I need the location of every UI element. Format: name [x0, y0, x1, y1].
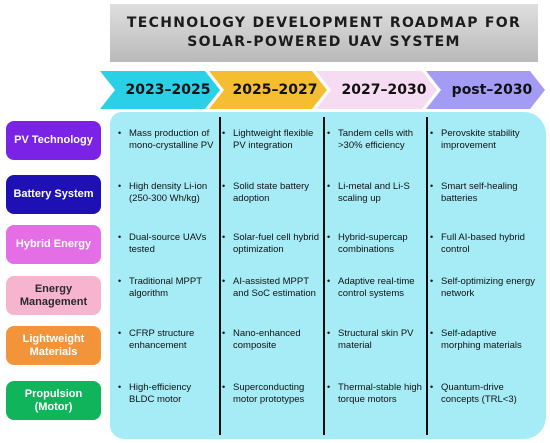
- roadmap-cell: • Mass production of mono-crystalline PV: [118, 128, 218, 151]
- bullet-icon: •: [222, 328, 226, 338]
- bullet-icon: •: [430, 232, 434, 242]
- bullet-icon: •: [327, 382, 331, 392]
- row-label-lightweight-materials: Lightweight Materials: [6, 326, 101, 365]
- bullet-icon: •: [118, 181, 122, 191]
- roadmap-cell: • Adaptive real-time control systems: [327, 276, 424, 299]
- roadmap-cell: • Quantum-drive concepts (TRL<3): [430, 382, 535, 405]
- bullet-icon: •: [430, 128, 434, 138]
- row-label-energy-management: Energy Management: [6, 276, 101, 315]
- row-label-pv-technology: PV Technology: [6, 121, 101, 160]
- title-line-1: TECHNOLOGY DEVELOPMENT ROADMAP FOR: [126, 15, 522, 31]
- roadmap-cell: • Tandem cells with >30% efficiency: [327, 128, 424, 151]
- period-arrow-2023-2025: [100, 71, 220, 109]
- cell-text: Hybrid-supercap combinations: [338, 232, 408, 255]
- roadmap-cell: • Perovskite stability improvement: [430, 128, 535, 151]
- roadmap-cell: • Thermal-stable high torque motors: [327, 382, 424, 405]
- roadmap-cell: • Self-optimizing energy network: [430, 276, 535, 299]
- bullet-icon: •: [430, 181, 434, 191]
- cell-text: Thermal-stable high torque motors: [338, 382, 422, 405]
- cell-text: Structural skin PV material: [338, 328, 414, 351]
- bullet-icon: •: [327, 128, 331, 138]
- cell-text: AI-assisted MPPT and SoC estimation: [233, 276, 316, 299]
- row-label-hybrid-energy: Hybrid Energy: [6, 225, 101, 264]
- period-label-2027-2030: 2027–2030: [341, 82, 427, 98]
- cell-text: Superconducting motor prototypes: [233, 382, 305, 405]
- roadmap-cell: • Structural skin PV material: [327, 328, 424, 351]
- roadmap-cell: • CFRP structure enhancement: [118, 328, 218, 351]
- bullet-icon: •: [118, 128, 122, 138]
- cell-text: Smart self-healing batteries: [441, 181, 518, 204]
- cell-text: Adaptive real-time control systems: [338, 276, 415, 299]
- bullet-icon: •: [430, 382, 434, 392]
- column-divider: [219, 117, 221, 435]
- roadmap-cell: • Full AI-based hybrid control: [430, 232, 535, 255]
- cell-text: High density Li-ion (250-300 Wh/kg): [129, 181, 208, 204]
- cell-text: Dual-source UAVs tested: [129, 232, 207, 255]
- title-line-2: SOLAR-POWERED UAV SYSTEM: [187, 34, 461, 50]
- cell-text: Solid state battery adoption: [233, 181, 310, 204]
- bullet-icon: •: [327, 181, 331, 191]
- roadmap-cell: • Solar-fuel cell hybrid optimization: [222, 232, 322, 255]
- period-arrow-2025-2027: [209, 71, 327, 109]
- cell-text: Tandem cells with >30% efficiency: [338, 128, 413, 151]
- period-label-2025-2027: 2025–2027: [232, 82, 318, 98]
- cell-text: Quantum-drive concepts (TRL<3): [441, 382, 517, 405]
- row-label-propulsion-motor: Propulsion (Motor): [6, 381, 101, 420]
- bullet-icon: •: [327, 328, 331, 338]
- cell-text: Solar-fuel cell hybrid optimization: [233, 232, 320, 255]
- cell-text: Nano-enhanced composite: [233, 328, 301, 351]
- bullet-icon: •: [222, 276, 226, 286]
- bullet-icon: •: [222, 128, 226, 138]
- roadmap-cell: • Dual-source UAVs tested: [118, 232, 218, 255]
- cell-text: Self-optimizing energy network: [441, 276, 535, 299]
- roadmap-cell: • Traditional MPPT algorithm: [118, 276, 218, 299]
- column-divider: [323, 117, 325, 435]
- roadmap-cell: • Lightweight flexible PV integration: [222, 128, 322, 151]
- title-banner: TECHNOLOGY DEVELOPMENT ROADMAP FOR SOLAR…: [110, 4, 538, 62]
- cell-text: Traditional MPPT algorithm: [129, 276, 202, 299]
- bullet-icon: •: [327, 232, 331, 242]
- row-label-battery-system: Battery System: [6, 175, 101, 214]
- roadmap-cell: • Solid state battery adoption: [222, 181, 322, 204]
- period-label-2023-2025: 2023–2025: [125, 82, 211, 98]
- bullet-icon: •: [222, 232, 226, 242]
- bullet-icon: •: [327, 276, 331, 286]
- cell-text: Perovskite stability improvement: [441, 128, 520, 151]
- bullet-icon: •: [430, 328, 434, 338]
- bullet-icon: •: [430, 276, 434, 286]
- period-arrow-post-2030: [426, 71, 545, 109]
- roadmap-cell: • Superconducting motor prototypes: [222, 382, 322, 405]
- column-divider: [426, 117, 428, 435]
- roadmap-cell: • Hybrid-supercap combinations: [327, 232, 424, 255]
- roadmap-cell: • Smart self-healing batteries: [430, 181, 535, 204]
- cell-text: Self-adaptive morphing materials: [441, 328, 522, 351]
- bullet-icon: •: [118, 232, 122, 242]
- bullet-icon: •: [222, 382, 226, 392]
- bullet-icon: •: [118, 276, 122, 286]
- roadmap-cell: • High density Li-ion (250-300 Wh/kg): [118, 181, 218, 204]
- roadmap-cell: • Nano-enhanced composite: [222, 328, 322, 351]
- cell-text: CFRP structure enhancement: [129, 328, 195, 351]
- cell-text: Lightweight flexible PV integration: [233, 128, 314, 151]
- roadmap-cell: • High-efficiency BLDC motor: [118, 382, 218, 405]
- cell-text: High-efficiency BLDC motor: [129, 382, 192, 405]
- roadmap-panel: [110, 112, 546, 439]
- bullet-icon: •: [118, 328, 122, 338]
- roadmap-cell: • Li-metal and Li-S scaling up: [327, 181, 424, 204]
- bullet-icon: •: [118, 382, 122, 392]
- cell-text: Li-metal and Li-S scaling up: [338, 181, 410, 204]
- period-arrow-2027-2030: [316, 71, 437, 109]
- cell-text: Mass production of mono-crystalline PV: [129, 128, 214, 151]
- roadmap-cell: • Self-adaptive morphing materials: [430, 328, 535, 351]
- bullet-icon: •: [222, 181, 226, 191]
- roadmap-cell: • AI-assisted MPPT and SoC estimation: [222, 276, 322, 299]
- period-label-post-2030: post–2030: [451, 82, 533, 98]
- cell-text: Full AI-based hybrid control: [441, 232, 525, 255]
